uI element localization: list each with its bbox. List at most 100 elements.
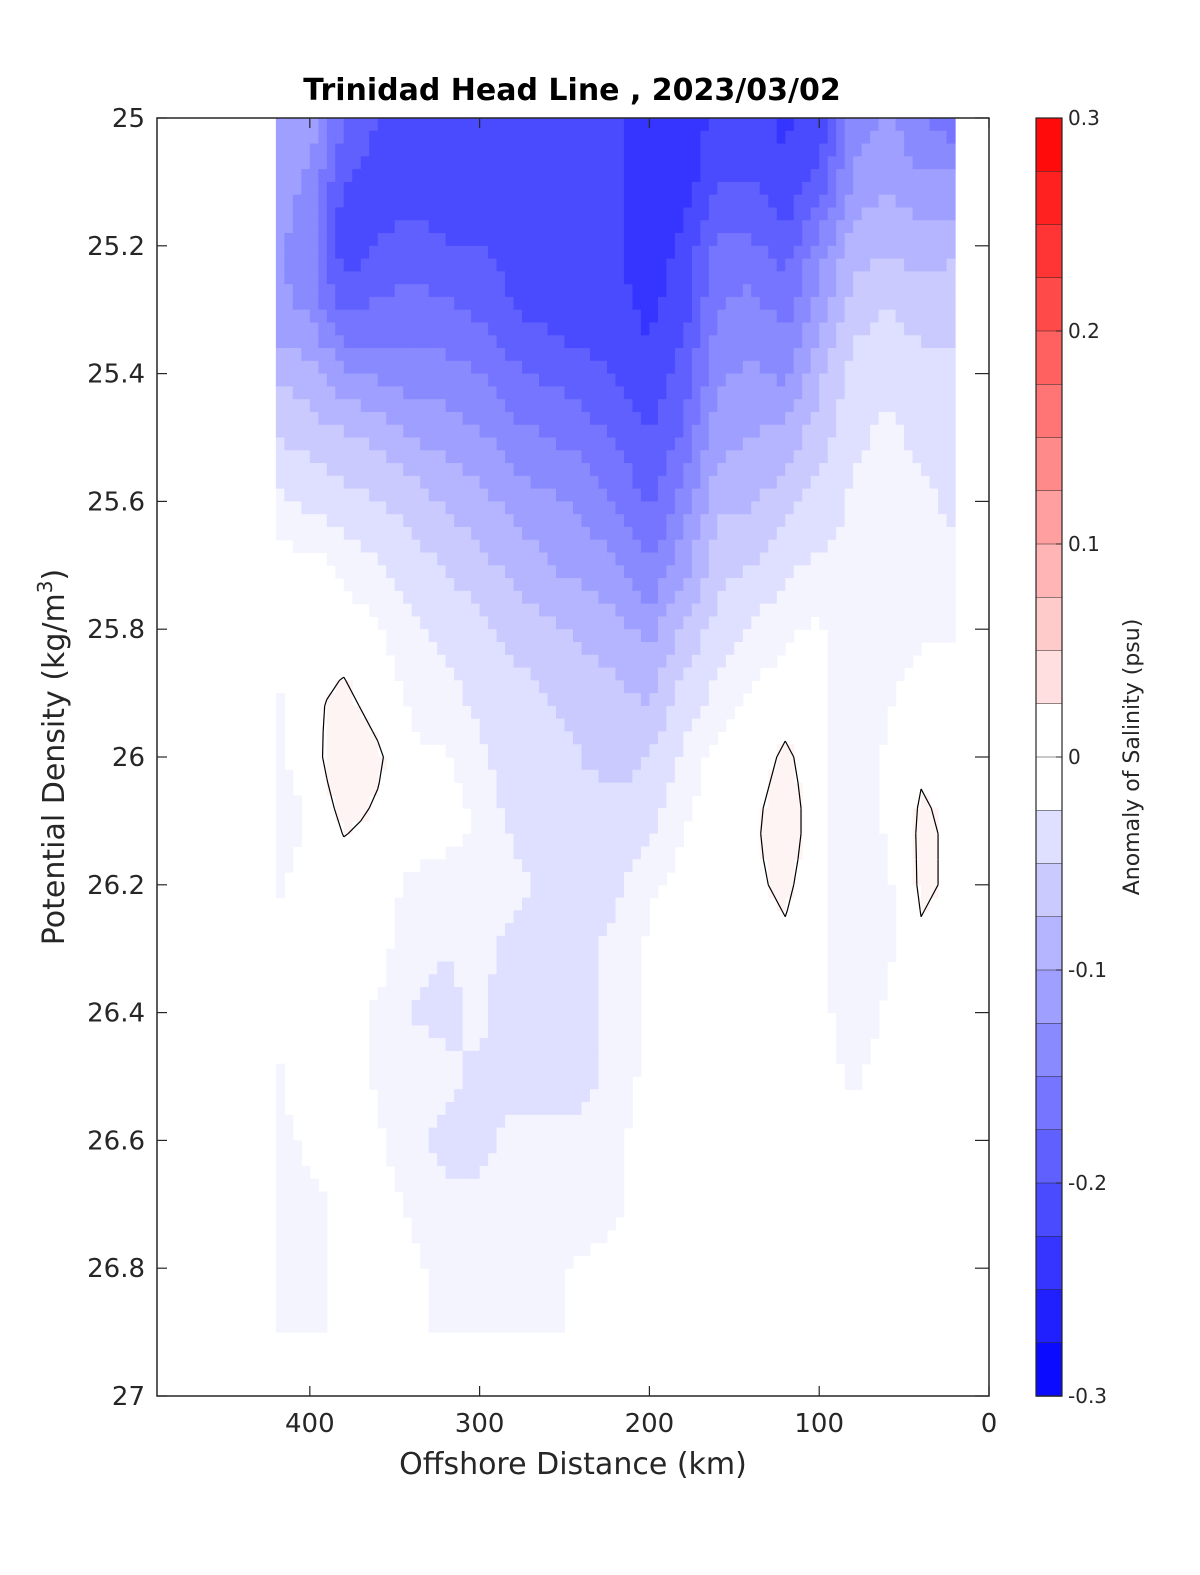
heatmap-cell xyxy=(691,463,701,477)
heatmap-cell xyxy=(488,923,498,937)
heatmap-cell xyxy=(649,514,659,528)
heatmap-cell xyxy=(454,910,464,924)
heatmap-cell xyxy=(793,169,803,183)
heatmap-cell xyxy=(836,322,846,336)
heatmap-cell xyxy=(471,437,481,451)
heatmap-cell xyxy=(309,386,319,400)
heatmap-cell xyxy=(785,808,795,822)
heatmap-cell xyxy=(420,220,430,234)
heatmap-cell xyxy=(887,897,897,911)
heatmap-cell xyxy=(301,1165,311,1180)
heatmap-cell xyxy=(589,565,600,579)
heatmap-cell xyxy=(309,501,319,515)
heatmap-cell xyxy=(522,181,532,196)
heatmap-cell xyxy=(776,603,786,618)
heatmap-cell xyxy=(819,373,829,387)
heatmap-cell xyxy=(454,1076,464,1090)
heatmap-cell xyxy=(462,411,472,426)
heatmap-cell xyxy=(589,322,600,336)
heatmap-cell xyxy=(309,194,319,209)
heatmap-cell xyxy=(632,207,642,221)
heatmap-cell xyxy=(496,1255,506,1269)
heatmap-cell xyxy=(403,194,413,209)
heatmap-cell xyxy=(530,360,540,375)
heatmap-cell xyxy=(411,1050,421,1065)
heatmap-cell xyxy=(887,578,897,592)
heatmap-cell xyxy=(505,488,515,502)
heatmap-cell xyxy=(513,1038,523,1052)
heatmap-cell xyxy=(861,309,871,324)
heatmap-cell xyxy=(895,578,905,592)
heatmap-cell xyxy=(691,450,701,464)
heatmap-cell xyxy=(462,578,472,592)
heatmap-cell xyxy=(437,859,447,873)
heatmap-cell xyxy=(827,156,837,170)
heatmap-cell xyxy=(606,450,617,464)
heatmap-cell xyxy=(437,680,447,694)
heatmap-cell xyxy=(360,258,370,272)
heatmap-cell xyxy=(598,948,608,963)
heatmap-cell xyxy=(683,808,693,822)
heatmap-cell xyxy=(708,309,718,324)
heatmap-cell xyxy=(785,348,795,362)
heatmap-cell xyxy=(471,271,481,285)
heatmap-cell xyxy=(895,322,905,336)
heatmap-cell xyxy=(589,245,600,260)
heatmap-cell xyxy=(513,923,523,937)
heatmap-cell xyxy=(632,872,642,886)
heatmap-cell xyxy=(768,616,778,630)
heatmap-cell xyxy=(462,757,472,771)
heatmap-cell xyxy=(725,284,735,298)
heatmap-cell xyxy=(734,578,744,592)
heatmap-cell xyxy=(691,335,701,349)
heatmap-cell xyxy=(275,1102,285,1116)
heatmap-cell xyxy=(836,935,846,950)
heatmap-cell xyxy=(853,757,863,771)
heatmap-cell xyxy=(454,424,464,439)
heatmap-cell xyxy=(573,1140,583,1154)
heatmap-cell xyxy=(420,1063,430,1078)
heatmap-cell xyxy=(428,872,438,886)
heatmap-cell xyxy=(573,271,583,285)
heatmap-cell xyxy=(844,1025,854,1039)
heatmap-cell xyxy=(861,897,871,911)
heatmap-cell xyxy=(793,245,803,260)
heatmap-cell xyxy=(522,373,532,387)
heatmap-cell xyxy=(878,974,888,988)
heatmap-cell xyxy=(488,833,498,848)
heatmap-cell xyxy=(462,872,472,886)
heatmap-cell xyxy=(853,360,863,375)
heatmap-cell xyxy=(547,258,557,272)
heatmap-cell xyxy=(768,258,778,272)
heatmap-cell xyxy=(581,424,591,439)
heatmap-cell xyxy=(700,680,710,694)
heatmap-cell xyxy=(471,987,481,1001)
heatmap-cell xyxy=(301,284,311,298)
heatmap-cell xyxy=(598,731,608,745)
heatmap-cell xyxy=(513,271,523,285)
heatmap-cell xyxy=(683,629,693,643)
heatmap-cell xyxy=(437,335,447,349)
heatmap-cell xyxy=(700,463,710,477)
heatmap-cell xyxy=(335,488,345,502)
heatmap-cell xyxy=(793,271,803,285)
heatmap-cell xyxy=(428,1255,438,1269)
heatmap-cell xyxy=(556,705,566,720)
heatmap-cell xyxy=(674,782,684,796)
heatmap-cell xyxy=(776,795,786,809)
heatmap-cell xyxy=(505,974,515,988)
heatmap-cell xyxy=(335,399,345,413)
heatmap-cell xyxy=(556,386,566,400)
heatmap-cell xyxy=(844,399,854,413)
heatmap-cell xyxy=(598,475,608,490)
heatmap-cell xyxy=(674,220,684,234)
heatmap-cell xyxy=(445,1089,455,1103)
heatmap-cell xyxy=(360,284,370,298)
heatmap-cell xyxy=(547,846,557,860)
heatmap-cell xyxy=(403,181,413,196)
heatmap-cell xyxy=(742,194,752,209)
heatmap-cell xyxy=(606,322,617,336)
heatmap-cell xyxy=(530,629,540,643)
heatmap-cell xyxy=(564,884,574,899)
heatmap-cell xyxy=(844,641,854,656)
